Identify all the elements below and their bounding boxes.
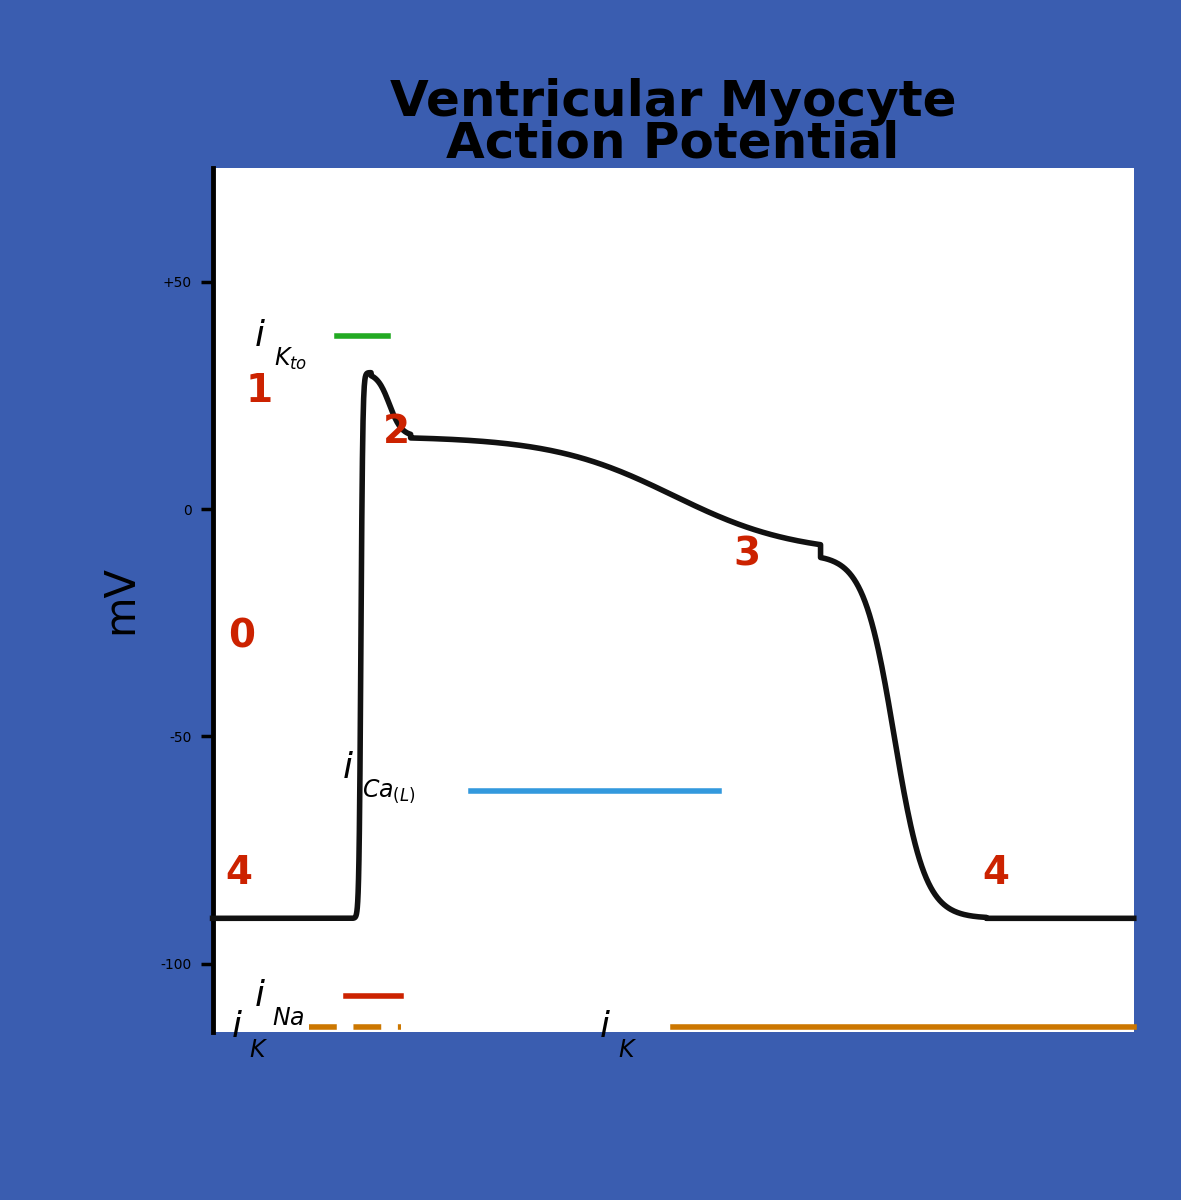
Text: 0: 0: [229, 617, 255, 655]
Text: $K_{to}$: $K_{to}$: [274, 346, 307, 372]
Text: 4: 4: [983, 854, 1009, 892]
Text: Action Potential: Action Potential: [446, 120, 900, 168]
Text: Ventricular Myocyte: Ventricular Myocyte: [390, 78, 957, 126]
Text: $K$: $K$: [618, 1038, 637, 1062]
Text: $i$: $i$: [341, 751, 353, 785]
Text: $i$: $i$: [600, 1010, 612, 1044]
Text: $Ca_{(L)}$: $Ca_{(L)}$: [361, 778, 416, 805]
Text: $i$: $i$: [254, 319, 266, 353]
Text: 3: 3: [733, 535, 761, 574]
Text: 1: 1: [246, 372, 272, 410]
Text: $K$: $K$: [249, 1038, 268, 1062]
Text: $i$: $i$: [254, 979, 266, 1013]
Text: $i$: $i$: [231, 1010, 243, 1044]
Y-axis label: mV: mV: [99, 565, 141, 635]
Text: 2: 2: [384, 413, 410, 451]
Text: $Na$: $Na$: [273, 1007, 305, 1031]
Text: 4: 4: [224, 854, 252, 892]
